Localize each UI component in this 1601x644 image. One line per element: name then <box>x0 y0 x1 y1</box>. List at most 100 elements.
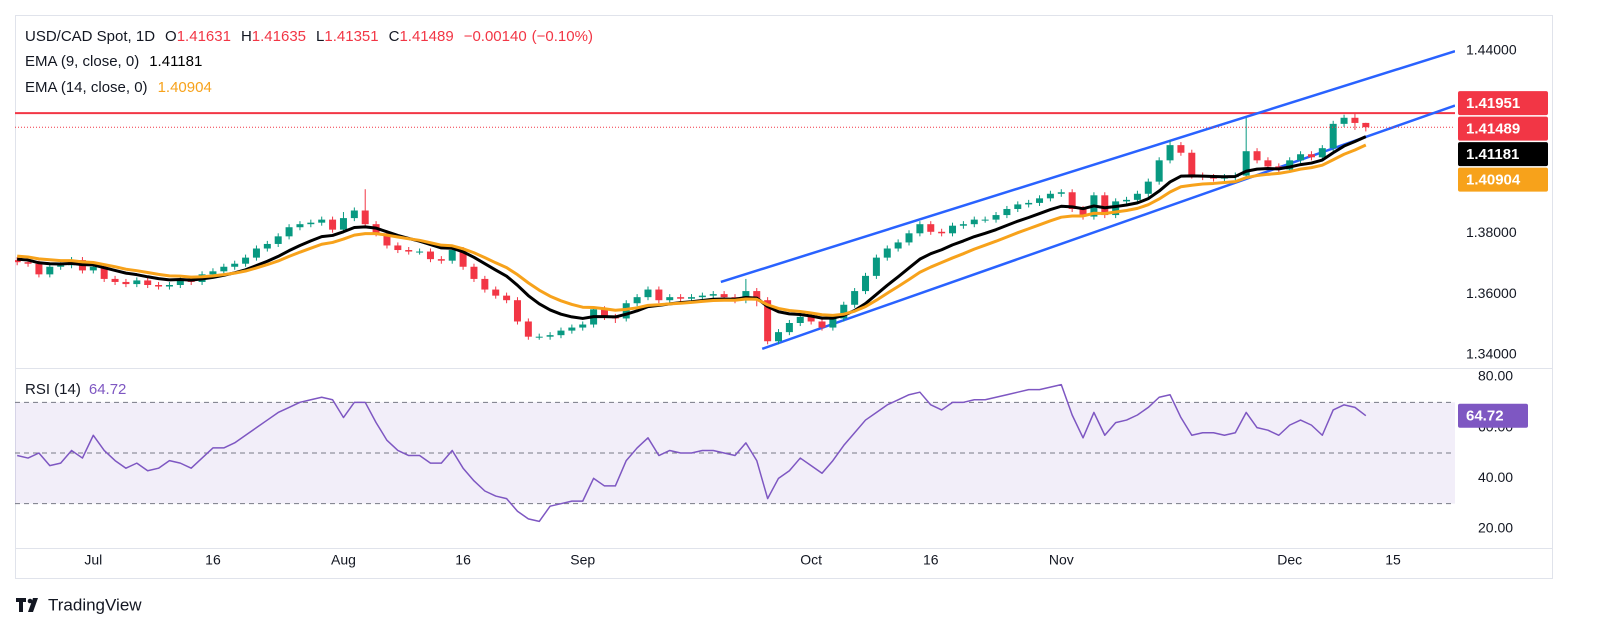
candle-body <box>1166 145 1174 161</box>
y-tick-label: 1.44000 <box>1466 42 1517 58</box>
candle-body <box>666 297 674 301</box>
candle-body <box>1329 123 1337 149</box>
candle-body <box>557 330 565 336</box>
candle-body <box>927 224 935 232</box>
candle-body <box>1307 154 1315 158</box>
logo-mark <box>28 598 38 612</box>
candle-body <box>307 222 315 225</box>
candle-body <box>15 260 21 263</box>
candle-body <box>622 303 630 319</box>
candle-body <box>1123 199 1131 202</box>
candle-body <box>916 224 924 234</box>
logo-mark <box>27 598 33 604</box>
candle-body <box>753 291 761 301</box>
candle-body <box>568 327 576 331</box>
candle-body <box>818 321 826 328</box>
candle-body <box>492 289 500 296</box>
candle-body <box>46 266 54 275</box>
candle-body <box>437 259 445 261</box>
candle-body <box>296 224 304 228</box>
candle-body <box>872 257 880 276</box>
candle-body <box>24 262 32 264</box>
candle-body <box>1025 202 1033 205</box>
legend-text: 1.41351 <box>324 28 378 45</box>
rsi-value: 64.72 <box>89 381 127 398</box>
candle-body <box>165 284 173 287</box>
candle-body <box>655 289 663 301</box>
x-tick-label: Dec <box>1277 552 1302 568</box>
candle-body <box>829 318 837 328</box>
candle-body <box>1253 151 1261 161</box>
candle-body <box>231 263 239 267</box>
candle-body <box>840 304 848 319</box>
price-badge <box>1458 142 1548 167</box>
x-tick-label: Nov <box>1049 552 1074 568</box>
candle-body <box>742 291 750 301</box>
candle-body <box>318 219 326 223</box>
candle-body <box>1177 145 1185 153</box>
candle-body <box>1155 160 1163 182</box>
candle-body <box>1046 193 1054 199</box>
x-tick-label: Jul <box>84 552 102 568</box>
rsi-badge <box>1458 403 1528 428</box>
legend-text: −0.00140 <box>464 28 527 45</box>
candle-body <box>894 242 902 249</box>
candle-body <box>764 300 772 342</box>
candle-body <box>1133 193 1141 200</box>
legend-text: 1.40904 <box>158 79 212 96</box>
rsi-pane <box>15 383 1455 523</box>
candle-body <box>448 250 456 261</box>
candle-body <box>938 231 946 234</box>
price-badge <box>1458 116 1548 141</box>
candle-body <box>1068 192 1076 209</box>
rsi-line <box>17 383 1367 523</box>
legend-text: 1.41631 <box>177 28 231 45</box>
candle-body <box>644 289 652 298</box>
candle-body <box>687 297 695 299</box>
candle-body <box>883 248 891 258</box>
candle-body <box>1340 117 1348 124</box>
channel-line <box>720 49 1455 284</box>
candle-body <box>775 332 783 342</box>
candle-body <box>329 219 337 230</box>
x-tick-label: Sep <box>570 552 595 568</box>
candle-body <box>1112 201 1120 216</box>
candle-body <box>524 321 532 337</box>
legend-text: 1.41181 <box>149 53 202 70</box>
price-badge-label: 1.41181 <box>1466 146 1519 163</box>
legend-text: EMA (14, close, 0) <box>25 79 148 96</box>
legend-text: (−0.10%) <box>532 28 593 45</box>
candle-body <box>633 297 641 304</box>
candle-body <box>274 236 282 244</box>
candle-body <box>383 233 391 246</box>
candle-body <box>394 245 402 251</box>
candle-body <box>481 278 489 290</box>
price-badge-label: 1.41951 <box>1466 95 1520 112</box>
legend-text: O <box>165 28 177 45</box>
candle-body <box>535 336 543 338</box>
x-tick-label: 16 <box>455 552 471 568</box>
candle-body <box>677 297 685 299</box>
candle-body <box>1057 192 1065 194</box>
candle-body <box>503 295 511 301</box>
candle-body <box>1188 152 1196 176</box>
y-tick-label: 40.00 <box>1478 469 1513 485</box>
candle-body <box>862 275 870 292</box>
candle-body <box>1286 160 1294 170</box>
candle-body <box>89 266 97 271</box>
candle-body <box>155 284 163 287</box>
candle-body <box>970 219 978 225</box>
legend-text: H <box>241 28 252 45</box>
rsi-badge-label: 64.72 <box>1466 408 1504 425</box>
chart-border <box>15 15 1553 579</box>
legend-text: L <box>316 28 324 45</box>
candle-body <box>905 233 913 243</box>
candle-body <box>579 324 587 328</box>
candle-body <box>220 266 228 272</box>
x-tick-label: 16 <box>923 552 939 568</box>
x-tick-label: 15 <box>1385 552 1401 568</box>
candle-body <box>209 271 217 275</box>
ema-line <box>17 143 1367 317</box>
legend-text: 1.41489 <box>399 28 453 45</box>
